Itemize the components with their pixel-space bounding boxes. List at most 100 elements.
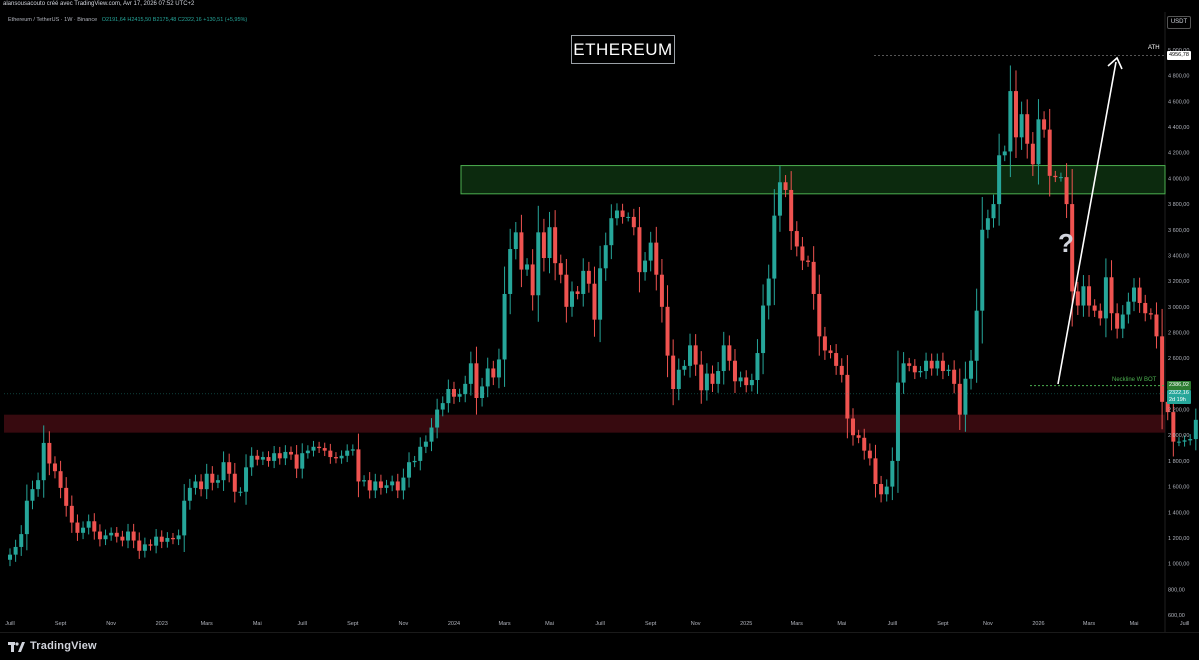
support-zone: [4, 414, 1165, 433]
candle-body: [777, 182, 782, 216]
x-tick-label: Mars: [498, 621, 510, 627]
candle-body: [766, 278, 771, 306]
candle-body: [350, 449, 355, 451]
candle-body: [811, 261, 816, 294]
candle-body: [907, 363, 912, 366]
candle-body: [671, 355, 676, 389]
candle-body: [210, 473, 215, 483]
candle-body: [541, 232, 546, 259]
candle-body: [890, 460, 895, 487]
candle-body: [1188, 439, 1193, 441]
candle-body: [457, 394, 462, 397]
tradingview-logo-icon: [8, 640, 25, 652]
x-tick-label: 2024: [448, 621, 460, 627]
candle-body: [491, 368, 496, 378]
candle-body: [654, 242, 659, 275]
candle-body: [199, 481, 204, 490]
candle-body: [732, 360, 737, 382]
candle-body: [935, 360, 940, 369]
x-tick-label: Juill: [888, 621, 897, 627]
candle-body: [614, 210, 619, 219]
candle-body: [367, 480, 372, 491]
candle-body: [154, 536, 159, 546]
candle-body: [598, 268, 603, 320]
candle-body: [688, 345, 693, 366]
candle-body: [418, 446, 423, 461]
candle-body: [1064, 177, 1069, 205]
candle-body: [435, 409, 440, 428]
candle-body: [727, 345, 732, 361]
candle-body: [1182, 440, 1187, 442]
candle-body: [86, 521, 91, 528]
candle-body: [822, 336, 827, 351]
candle-body: [333, 457, 338, 459]
candle-body: [1081, 286, 1086, 306]
candle-body: [176, 535, 181, 540]
candle-body: [643, 260, 648, 273]
candle-body: [828, 350, 833, 354]
resistance-zone: [460, 165, 1166, 195]
symbol-name[interactable]: Ethereum / TetherUS · 1W · Binance: [8, 17, 98, 23]
candle-body: [794, 231, 799, 247]
candle-body: [1143, 302, 1148, 314]
candle-body: [581, 270, 586, 294]
x-tick-label: 2023: [156, 621, 168, 627]
y-tick-label: 4 400,00: [1168, 125, 1189, 131]
candle-body: [283, 451, 288, 459]
candle-body: [215, 480, 220, 483]
candle-body: [159, 536, 164, 542]
symbol-legend[interactable]: Ethereum / TetherUS · 1W · Binance O2191…: [8, 17, 247, 23]
y-tick-label: 1 400,00: [1168, 510, 1189, 516]
y-tick-label: 4 600,00: [1168, 99, 1189, 105]
candle-body: [36, 480, 41, 490]
x-tick-label: Mars: [201, 621, 213, 627]
x-tick-label: Sept: [55, 621, 67, 627]
candle-body: [884, 486, 889, 495]
y-tick-label: 4 200,00: [1168, 151, 1189, 157]
candle-body: [1109, 277, 1114, 314]
candle-body: [1132, 287, 1136, 302]
candle-body: [665, 306, 670, 356]
y-tick-label: 2 600,00: [1168, 356, 1189, 362]
candle-body: [845, 374, 850, 419]
candle-body: [451, 389, 456, 397]
candle-body: [300, 453, 305, 469]
x-tick-label: Mai: [253, 621, 262, 627]
candle-body: [744, 377, 749, 386]
candle-body: [356, 449, 361, 482]
currency-selector[interactable]: USDT: [1167, 16, 1191, 29]
x-tick-label: Nov: [399, 621, 409, 627]
candle-body: [940, 360, 945, 372]
candle-body: [463, 383, 468, 395]
candle-body: [513, 232, 518, 250]
candle-body: [789, 189, 794, 232]
ath-price-tag: 4956,78: [1167, 51, 1191, 60]
candle-body: [693, 345, 698, 365]
candle-body: [187, 487, 192, 501]
candle-body: [1103, 277, 1108, 319]
candle-body: [126, 531, 131, 541]
candle-body: [1019, 114, 1024, 138]
candle-body: [13, 546, 18, 555]
candle-body: [912, 365, 917, 373]
candle-body: [1120, 314, 1125, 329]
y-tick-label: 2 000,00: [1168, 433, 1189, 439]
last-price-tag: 2322,16 2d 19h: [1167, 390, 1191, 404]
candle-body: [738, 377, 743, 382]
candle-body: [266, 457, 271, 461]
candle-body: [373, 481, 378, 491]
candle-body: [969, 360, 974, 379]
candle-body: [1036, 119, 1041, 165]
y-tick-label: 1 800,00: [1168, 459, 1189, 465]
candle-body: [131, 531, 136, 541]
candle-body: [620, 210, 625, 217]
candle-body: [277, 453, 282, 459]
candle-body: [204, 473, 209, 490]
candle-body: [75, 522, 80, 533]
x-tick-label: Juill: [5, 621, 14, 627]
x-tick-label: Juill: [297, 621, 306, 627]
candle-body: [648, 242, 653, 261]
candle-body: [468, 363, 473, 384]
tradingview-logo[interactable]: TradingView: [8, 640, 97, 652]
